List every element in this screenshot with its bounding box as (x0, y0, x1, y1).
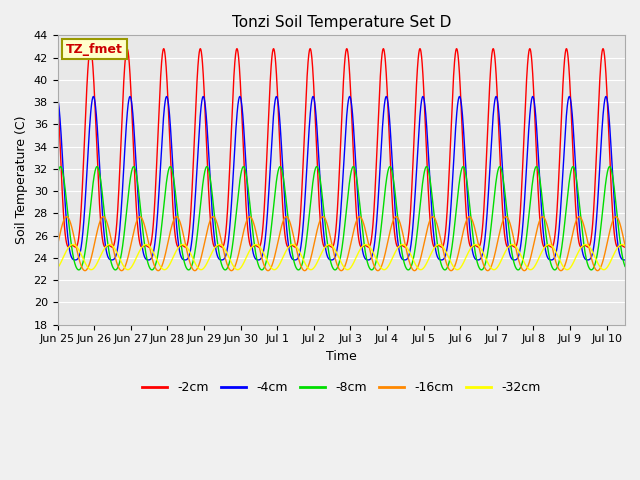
Text: TZ_fmet: TZ_fmet (66, 43, 123, 56)
-32cm (152, 255, 160, 261)
-32cm (118, 261, 126, 267)
-32cm (271, 266, 279, 272)
Line: -16cm: -16cm (58, 216, 625, 271)
-4cm (621, 257, 629, 263)
-8cm (549, 266, 557, 272)
-16cm (152, 266, 160, 272)
-4cm (118, 188, 126, 193)
-16cm (296, 260, 304, 266)
-16cm (549, 248, 557, 254)
Line: -4cm: -4cm (58, 96, 625, 260)
-16cm (621, 242, 629, 248)
-4cm (346, 94, 353, 99)
-16cm (118, 267, 126, 273)
-32cm (621, 243, 629, 249)
Y-axis label: Soil Temperature (C): Soil Temperature (C) (15, 116, 28, 244)
Legend: -2cm, -4cm, -8cm, -16cm, -32cm: -2cm, -4cm, -8cm, -16cm, -32cm (137, 376, 545, 399)
-2cm (54, 85, 61, 91)
-8cm (621, 264, 629, 269)
-4cm (549, 256, 557, 262)
-2cm (296, 219, 304, 225)
-16cm (54, 242, 61, 248)
-32cm (582, 241, 589, 247)
-32cm (549, 244, 557, 250)
-16cm (611, 215, 618, 221)
-2cm (380, 46, 387, 51)
-2cm (621, 244, 629, 250)
-2cm (549, 242, 557, 248)
-16cm (271, 251, 279, 256)
-2cm (271, 56, 279, 61)
-2cm (611, 230, 618, 236)
-4cm (71, 257, 79, 263)
-32cm (88, 267, 95, 273)
-2cm (118, 106, 126, 112)
-4cm (152, 229, 160, 235)
Line: -32cm: -32cm (58, 244, 625, 270)
X-axis label: Time: Time (326, 350, 356, 363)
-4cm (611, 199, 618, 204)
-8cm (296, 266, 304, 272)
-8cm (588, 267, 595, 273)
-8cm (118, 244, 126, 250)
-8cm (611, 185, 618, 191)
-4cm (54, 95, 61, 101)
-16cm (99, 214, 107, 219)
-32cm (54, 265, 61, 271)
-8cm (54, 173, 61, 179)
-32cm (611, 251, 618, 256)
-2cm (108, 244, 116, 250)
-8cm (93, 164, 101, 169)
Line: -2cm: -2cm (58, 48, 625, 247)
-8cm (152, 260, 160, 265)
-2cm (152, 173, 160, 179)
-16cm (301, 268, 308, 274)
-8cm (271, 187, 279, 193)
-4cm (271, 96, 279, 102)
Line: -8cm: -8cm (58, 167, 625, 270)
Title: Tonzi Soil Temperature Set D: Tonzi Soil Temperature Set D (232, 15, 451, 30)
-4cm (296, 249, 304, 255)
-32cm (296, 250, 304, 255)
